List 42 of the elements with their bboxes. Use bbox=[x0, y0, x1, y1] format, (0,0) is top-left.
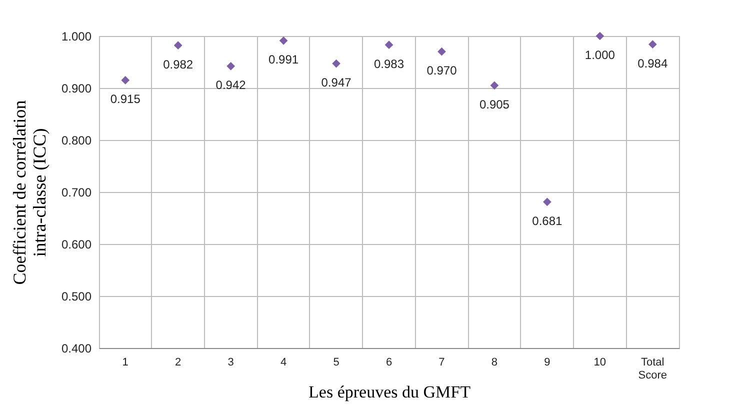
x-tick-label: 6 bbox=[386, 356, 392, 368]
point bbox=[438, 47, 446, 56]
text: 0.970 bbox=[426, 64, 457, 78]
text: 0.915 bbox=[110, 92, 140, 106]
y-axis-title: Coefficient de corrélation intra-classe (ICC) bbox=[9, 100, 50, 285]
point bbox=[490, 81, 499, 90]
text: 0.991 bbox=[268, 52, 299, 67]
x-tick-label: 4 bbox=[280, 356, 287, 368]
point bbox=[543, 198, 552, 206]
y-tick-label: 0.400 bbox=[61, 342, 92, 356]
point bbox=[332, 59, 340, 68]
text: 0.983 bbox=[374, 56, 404, 71]
point bbox=[596, 32, 604, 40]
y-tick-label: 0.800 bbox=[61, 134, 92, 148]
y-tick-label: 0.500 bbox=[61, 290, 92, 304]
text: 0.905 bbox=[479, 97, 510, 112]
x-tick-label: 9 bbox=[544, 356, 550, 368]
y-tick-label: 0.900 bbox=[61, 82, 92, 96]
x-tick-label: 2 bbox=[175, 356, 182, 368]
x-tick-label: 1 bbox=[122, 356, 128, 368]
text: 0.942 bbox=[216, 78, 246, 92]
x-tick-label: 5 bbox=[333, 356, 340, 368]
text: 0.681 bbox=[532, 214, 562, 228]
y-tick-label: 1.000 bbox=[61, 30, 92, 44]
text: 1.000 bbox=[584, 48, 615, 62]
point bbox=[279, 36, 288, 45]
x-tick-label: 3 bbox=[228, 356, 234, 368]
point bbox=[226, 62, 235, 70]
point bbox=[174, 41, 182, 50]
y-tick-label: 0.700 bbox=[61, 186, 92, 200]
x-tick-label: 7 bbox=[438, 356, 445, 368]
x-tick-label: 8 bbox=[491, 356, 498, 368]
text: 0.947 bbox=[321, 76, 352, 90]
x-tick-label: Total Score bbox=[638, 356, 668, 382]
x-tick-label: 10 bbox=[594, 356, 606, 368]
point bbox=[121, 76, 130, 84]
text: 0.982 bbox=[163, 57, 194, 72]
x-axis-title: Les épreuves du GMFT bbox=[308, 382, 472, 402]
text: 0.984 bbox=[638, 56, 668, 70]
point bbox=[648, 40, 657, 49]
y-tick-label: 0.600 bbox=[61, 238, 92, 252]
point bbox=[384, 40, 394, 50]
